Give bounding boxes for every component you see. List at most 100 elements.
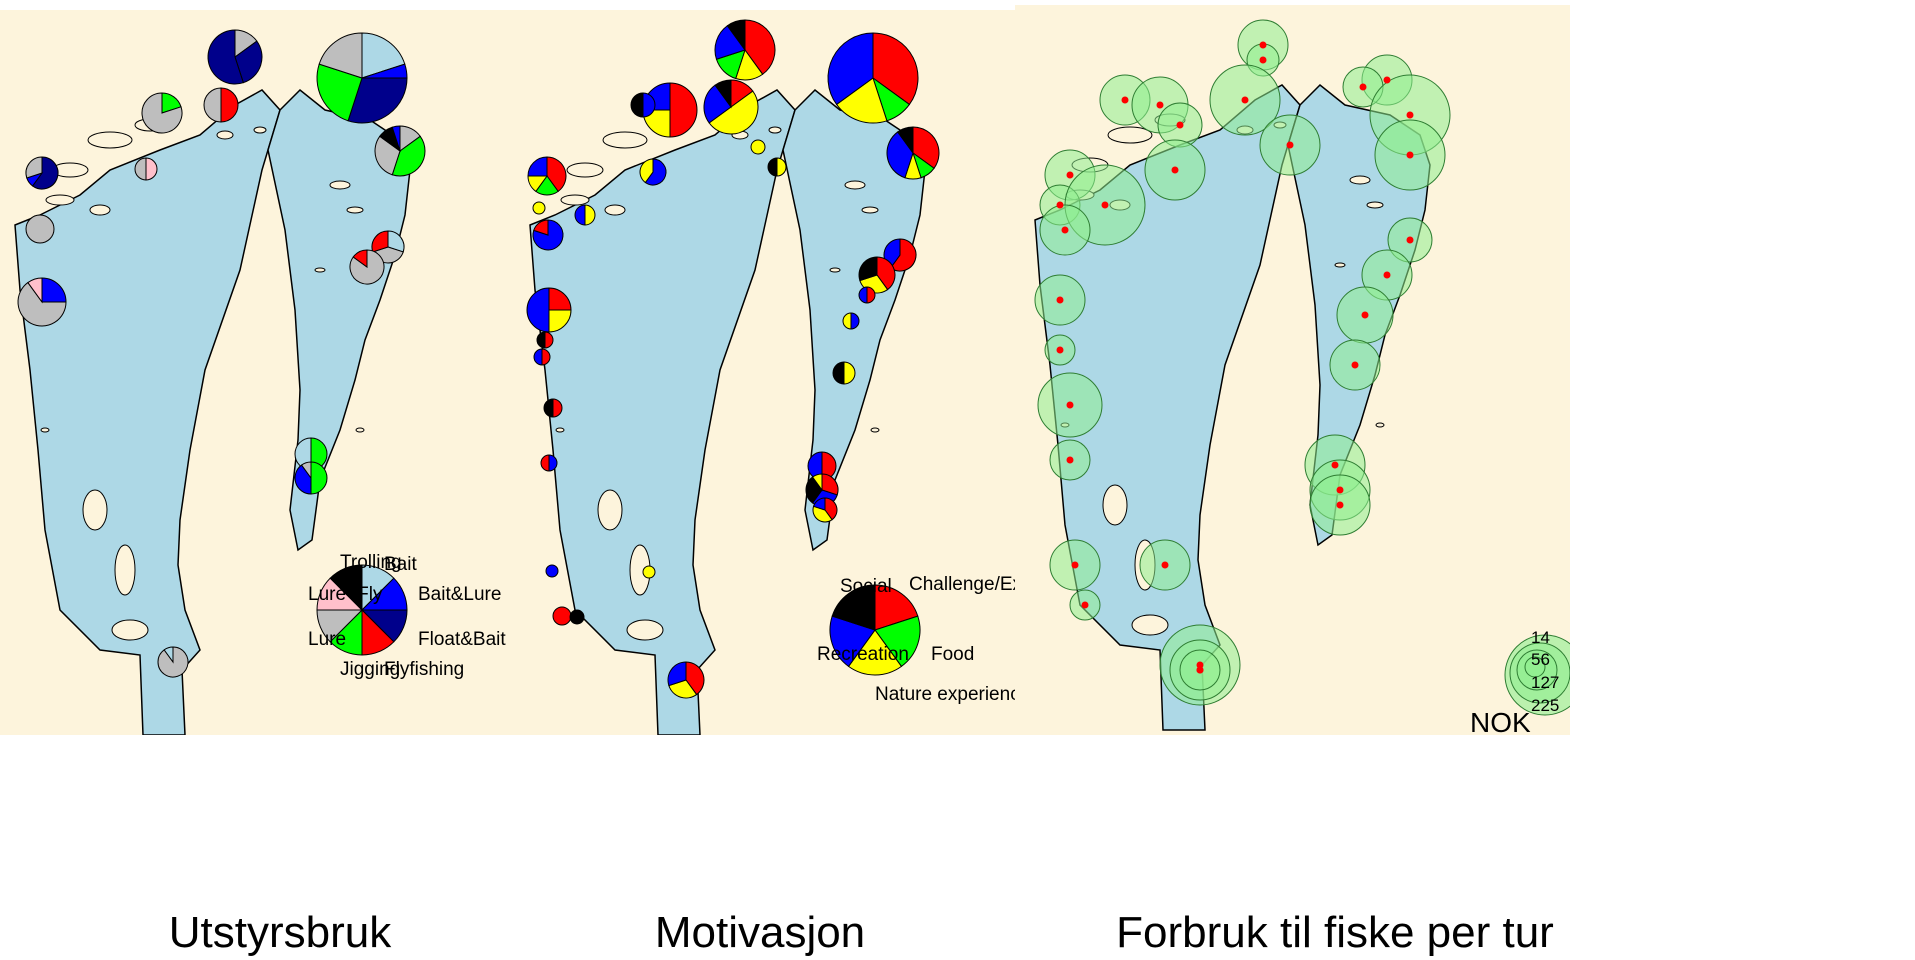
motivation-pie (569, 609, 585, 625)
pie-slice (858, 286, 868, 304)
motivation-legend-label: Nature experienc (875, 684, 1015, 705)
pie-slice (526, 287, 550, 333)
pie-slice (532, 201, 546, 215)
spending-point (1259, 56, 1267, 64)
pie-slice (835, 77, 888, 124)
pie-slice (639, 158, 654, 184)
map-panel-spending: 14 56 127 225 NOK (1015, 5, 1570, 735)
island (111, 619, 149, 641)
pie-slice (897, 126, 914, 155)
island (82, 489, 108, 531)
motivation-pie (543, 398, 563, 418)
pie-slice (31, 156, 59, 190)
pie-slice (750, 139, 766, 155)
pie-slice (866, 286, 876, 304)
pie-slice (540, 454, 550, 472)
spending-point (1161, 561, 1169, 569)
island (768, 126, 782, 134)
pie-slice (300, 461, 312, 480)
motivation-pie (858, 286, 876, 304)
spending-point (1176, 121, 1184, 129)
spending-point (1406, 236, 1414, 244)
pie-slice (812, 497, 826, 511)
motivation-map: Challenge/Ex Food Nature experienc Recreati… (526, 19, 1015, 735)
motivation-pie (703, 79, 759, 135)
pie-slice (141, 92, 183, 134)
pie-slice (831, 584, 876, 631)
size-legend-label: 56 (1531, 650, 1550, 669)
spending-point (1336, 486, 1344, 494)
pie-slice (145, 157, 158, 181)
pie-slice (642, 565, 656, 579)
island (861, 206, 879, 214)
motivation-pie (639, 158, 667, 186)
pie-slice (387, 230, 405, 253)
equipment-pie (25, 156, 59, 190)
size-legend-label: 14 (1531, 628, 1550, 647)
pie-slice (544, 331, 554, 349)
motivation-pie (574, 204, 596, 226)
motivation-pie (540, 454, 558, 472)
spending-point (1056, 346, 1064, 354)
pie-slice (812, 505, 833, 523)
pie-slice (391, 125, 401, 152)
pie-slice (207, 29, 244, 85)
island (555, 427, 565, 433)
spending-point (1406, 111, 1414, 119)
spending-point (1066, 171, 1074, 179)
pie-slice (703, 84, 732, 124)
island (87, 131, 133, 149)
island (314, 267, 326, 273)
pie-slice (805, 476, 823, 504)
equipment-pie (157, 646, 189, 678)
pie-slice (25, 156, 43, 179)
pie-slice (220, 87, 239, 123)
equipment-pie (207, 29, 263, 85)
motivation-pie (714, 19, 776, 81)
equipment-legend-label: Trolling (340, 552, 402, 573)
island (1131, 614, 1169, 636)
pie-slice (41, 277, 67, 303)
motivation-pie (886, 126, 940, 180)
pie-slice (536, 331, 546, 349)
motivation-pie (526, 287, 572, 333)
pie-slice (574, 204, 586, 226)
pie-slice (708, 90, 759, 135)
island (626, 619, 664, 641)
spending-point (1241, 96, 1249, 104)
spending-point (1081, 601, 1089, 609)
pie-slice (548, 454, 558, 472)
pie-slice (527, 156, 548, 177)
motivation-pie (827, 32, 919, 124)
spending-point (1101, 201, 1109, 209)
spending-point (1071, 561, 1079, 569)
island (1107, 126, 1153, 144)
size-legend-circle (1524, 656, 1546, 678)
pie-slice (234, 40, 263, 84)
pie-slice (352, 249, 368, 268)
pie-slice (876, 256, 896, 291)
island (40, 427, 50, 433)
equipment-legend-pie (316, 564, 408, 656)
equipment-legend-label: Lure+Fly (308, 584, 383, 605)
pie-slice (584, 204, 596, 226)
pie-slice (821, 473, 839, 496)
pie-slice (361, 32, 406, 79)
motivation-legend-label: Social (840, 576, 892, 597)
pie-slice (714, 79, 732, 109)
pie-slice (391, 135, 426, 177)
equipment-pie (294, 461, 328, 495)
pie-slice (545, 564, 559, 578)
spending-point (1056, 296, 1064, 304)
island (566, 162, 604, 178)
spending-point (1196, 666, 1204, 674)
island (1334, 262, 1346, 268)
motivation-legend-pie (829, 584, 921, 676)
pie-slice (548, 287, 572, 311)
lake-water (529, 89, 796, 735)
pie-slice (27, 277, 43, 304)
island (346, 206, 364, 214)
spending-point (1066, 456, 1074, 464)
equipment-pie (316, 32, 408, 124)
equipment-legend-label: Bait&Lure (418, 584, 501, 605)
